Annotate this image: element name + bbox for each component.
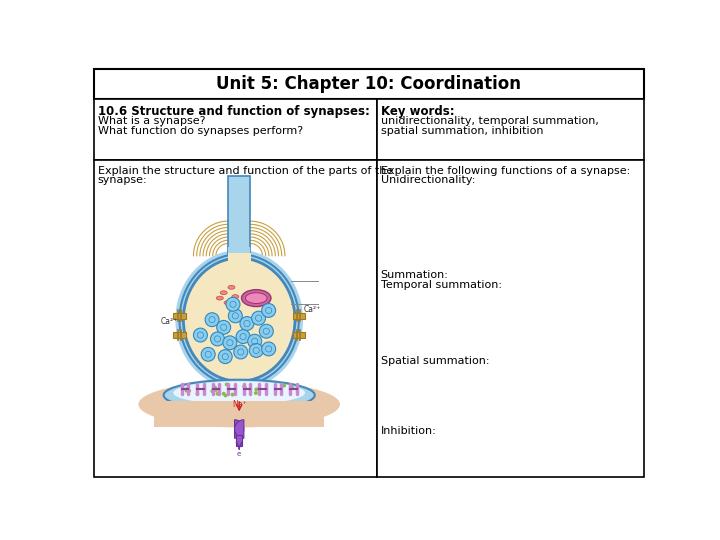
Text: e: e [237,451,241,457]
Circle shape [218,350,233,363]
Bar [94,69,644,99]
Bar [292,313,305,319]
Bar [154,401,325,428]
Bar [236,435,243,446]
Circle shape [210,332,225,346]
Text: Key words:: Key words: [381,105,454,118]
Circle shape [249,343,264,357]
Bar [94,99,377,159]
Circle shape [243,386,247,389]
Bar [292,332,305,338]
Ellipse shape [174,381,305,404]
Bar [94,159,377,477]
Circle shape [261,342,276,356]
Ellipse shape [216,296,223,300]
Text: What function do synapses perform?: What function do synapses perform? [98,126,303,136]
Ellipse shape [246,293,267,303]
Circle shape [185,389,189,393]
Circle shape [184,387,188,392]
Text: Explain the following functions of a synapse:: Explain the following functions of a syn… [381,166,630,176]
Text: Explain the structure and function of the parts of the: Explain the structure and function of th… [98,166,393,176]
Bar [228,177,250,254]
Circle shape [251,311,266,325]
Circle shape [223,336,237,350]
Text: Na⁺: Na⁺ [232,400,246,409]
Ellipse shape [224,301,231,305]
Circle shape [222,392,225,396]
Circle shape [234,345,248,359]
Circle shape [236,330,250,343]
Text: Inhibition:: Inhibition: [381,426,436,436]
Circle shape [205,313,219,327]
Ellipse shape [220,291,228,295]
Ellipse shape [241,289,271,307]
Text: Spatial summation:: Spatial summation: [381,356,489,366]
Circle shape [210,389,215,393]
Ellipse shape [163,380,315,410]
Circle shape [201,347,215,361]
Circle shape [259,325,274,338]
Bar [228,247,250,262]
Text: Ca²⁺: Ca²⁺ [161,316,178,326]
Text: synapse:: synapse: [98,175,148,185]
Wedge shape [235,420,244,438]
Bar [174,332,186,338]
Circle shape [213,386,217,389]
Ellipse shape [232,295,239,299]
Circle shape [216,392,220,396]
Text: unidirectionality, temporal summation,: unidirectionality, temporal summation, [381,116,598,126]
Ellipse shape [138,381,340,428]
Bar [228,253,251,264]
Circle shape [261,303,276,318]
Circle shape [290,386,294,390]
Circle shape [194,328,207,342]
Circle shape [281,383,285,387]
Circle shape [230,393,235,396]
Circle shape [248,334,261,348]
Circle shape [214,388,217,392]
Text: Summation:: Summation: [381,271,449,280]
Circle shape [195,392,199,396]
Circle shape [257,387,261,391]
Circle shape [240,316,254,330]
Bar [377,99,644,159]
Ellipse shape [184,258,295,381]
Text: spatial summation, inhibition: spatial summation, inhibition [381,126,543,136]
Text: Unit 5: Chapter 10: Coordination: Unit 5: Chapter 10: Coordination [217,75,521,93]
Circle shape [242,384,246,388]
Bar [174,313,186,319]
Circle shape [225,382,229,386]
Circle shape [254,391,258,395]
Circle shape [226,298,240,311]
Circle shape [224,394,228,397]
Text: Unidirectionality:: Unidirectionality: [381,175,475,185]
Circle shape [282,384,286,388]
Text: What is a synapse?: What is a synapse? [98,116,205,126]
Wedge shape [235,420,244,438]
Ellipse shape [228,286,235,289]
Text: Temporal summation:: Temporal summation: [381,280,502,289]
Circle shape [254,387,258,392]
Circle shape [217,320,230,334]
Text: 10.6 Structure and function of synapses:: 10.6 Structure and function of synapses: [98,105,369,118]
Circle shape [187,389,191,393]
Bar [377,159,644,477]
Circle shape [228,309,243,323]
Text: Ca²⁺: Ca²⁺ [303,305,320,314]
